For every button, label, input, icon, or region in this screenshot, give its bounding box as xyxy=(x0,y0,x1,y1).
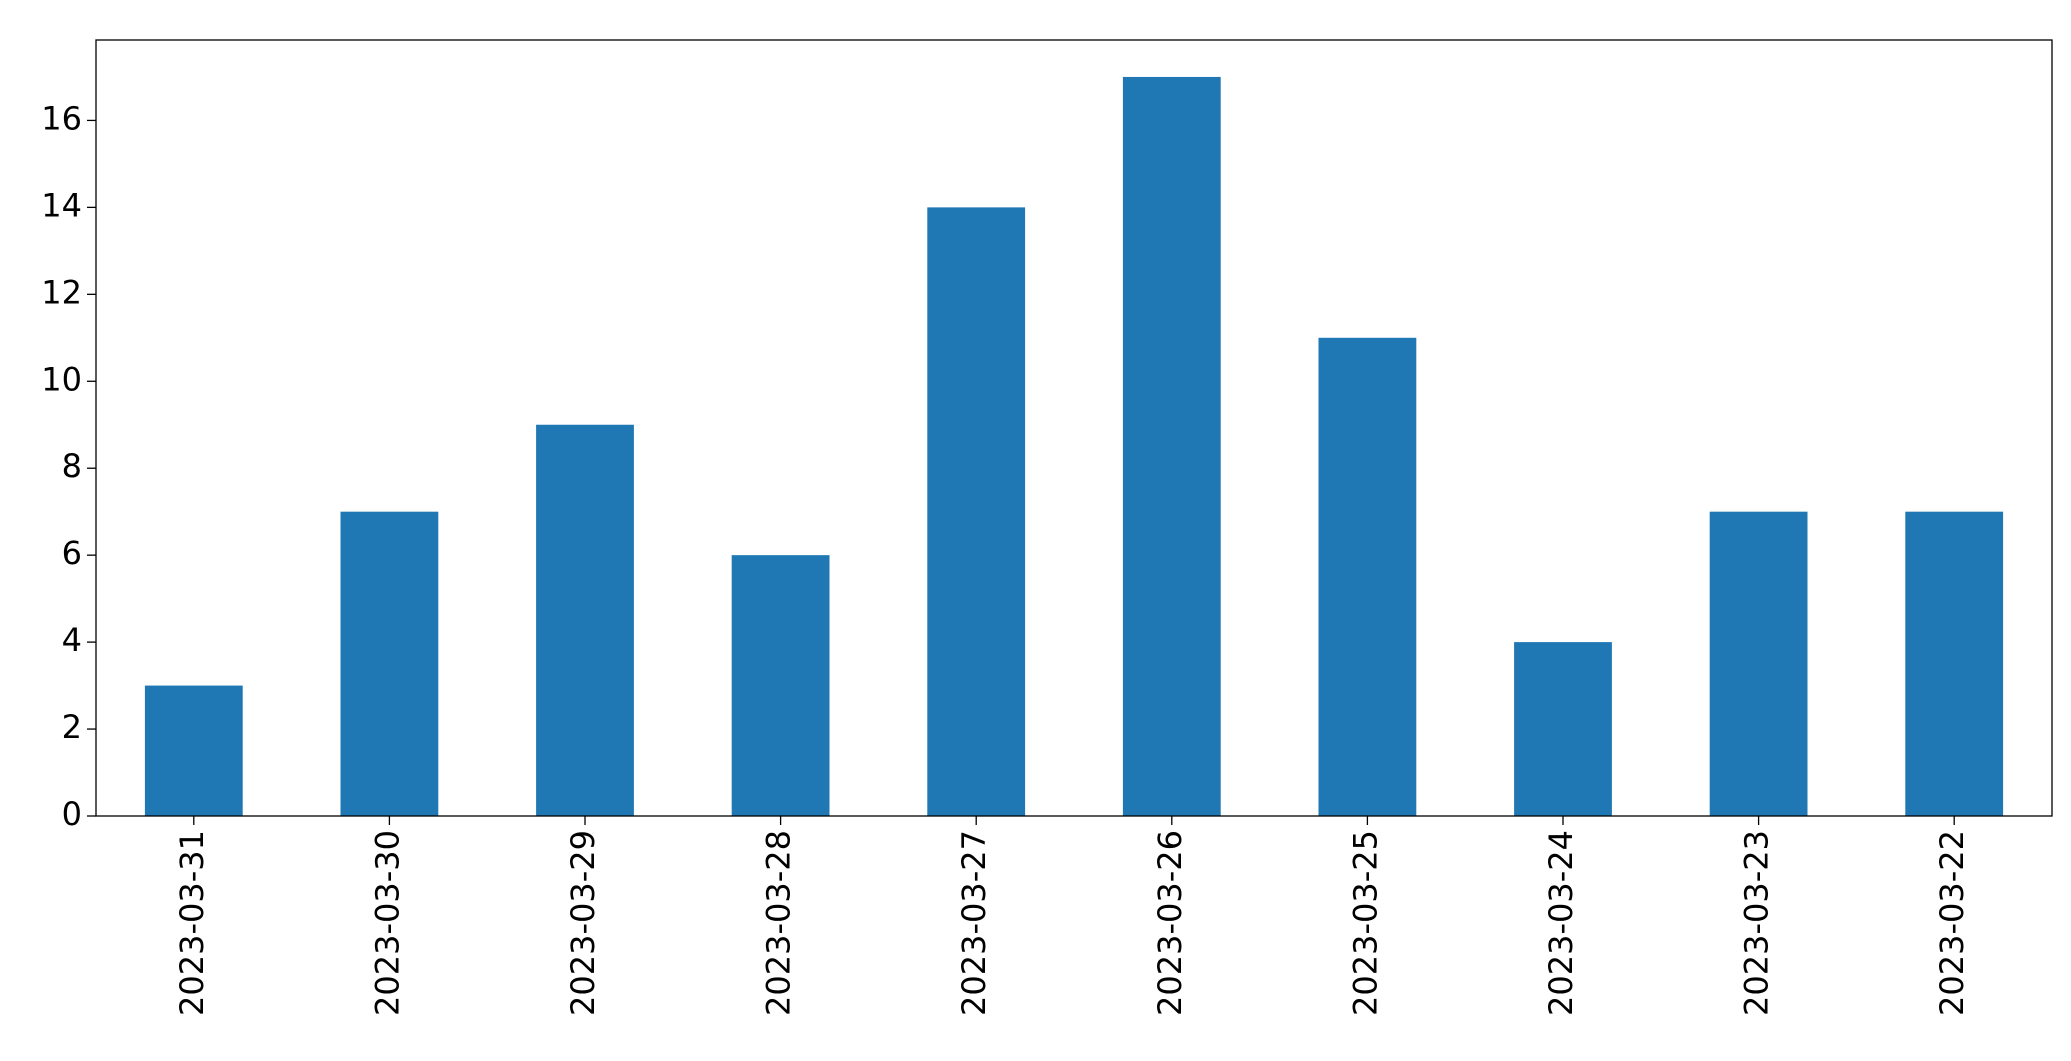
bar xyxy=(731,555,830,816)
bar xyxy=(1122,76,1221,816)
bar xyxy=(1318,337,1417,816)
bar xyxy=(144,685,243,816)
x-tick-label: 2023-03-27 xyxy=(955,830,993,1016)
y-tick-label: 10 xyxy=(41,360,82,398)
x-tick-label: 2023-03-24 xyxy=(1542,830,1580,1016)
y-tick-label: 8 xyxy=(62,447,82,485)
x-tick-label: 2023-03-25 xyxy=(1346,830,1384,1016)
x-tick-label: 2023-03-28 xyxy=(760,830,798,1016)
x-tick-label: 2023-03-31 xyxy=(173,830,211,1016)
y-tick-label: 4 xyxy=(62,621,82,659)
bar xyxy=(1709,511,1808,816)
y-tick-label: 2 xyxy=(62,708,82,746)
bar xyxy=(340,511,439,816)
x-tick-label: 2023-03-26 xyxy=(1151,830,1189,1016)
x-tick-label: 2023-03-23 xyxy=(1738,830,1776,1016)
x-tick-label: 2023-03-22 xyxy=(1933,830,1971,1016)
y-tick-label: 16 xyxy=(41,99,82,137)
bar xyxy=(1905,511,2004,816)
x-tick-label: 2023-03-30 xyxy=(368,830,406,1016)
bar xyxy=(927,207,1026,816)
y-tick-label: 0 xyxy=(62,795,82,833)
bar xyxy=(536,424,634,816)
plot-frame xyxy=(95,39,2053,817)
y-tick-label: 14 xyxy=(41,186,82,224)
x-tick-label: 2023-03-29 xyxy=(564,830,602,1016)
y-tick-label: 12 xyxy=(41,273,82,311)
bar xyxy=(1514,642,1612,816)
y-tick-label: 6 xyxy=(62,534,82,572)
